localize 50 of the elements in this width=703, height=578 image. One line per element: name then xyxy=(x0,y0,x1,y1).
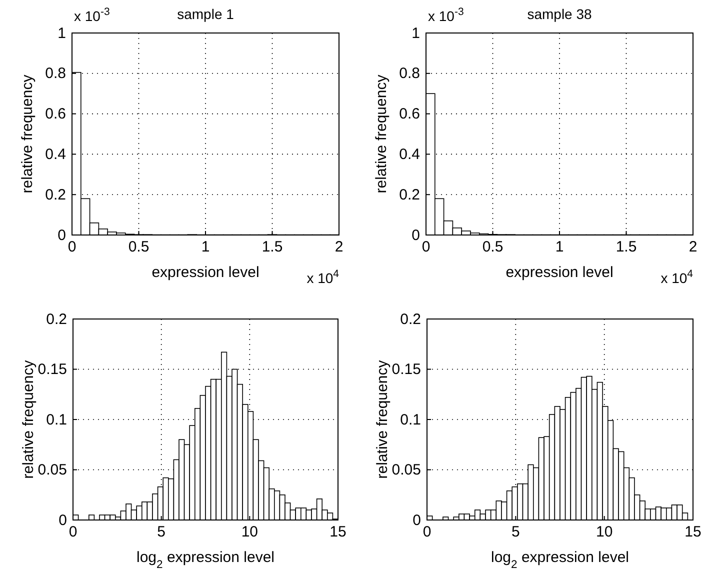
y-axis-title: relative frequency xyxy=(374,360,391,479)
y-tick-label: 0.15 xyxy=(38,361,67,378)
x-tick-label: 1.5 xyxy=(616,238,637,256)
chart-title: sample 38 xyxy=(527,6,592,22)
y-tick-label: 0 xyxy=(412,512,421,529)
y-tick-label: 0.05 xyxy=(38,462,67,479)
y-tick-label: 0.1 xyxy=(400,411,421,428)
x-tick-label: 15 xyxy=(684,524,702,541)
x-axis-title: log$_{2}$ expression level xyxy=(490,549,630,571)
x-tick-label: 10 xyxy=(596,524,613,541)
y-axis-title: relative frequency xyxy=(373,74,390,194)
y-tick-label: 0 xyxy=(412,226,420,244)
y-tick-label: 0.2 xyxy=(399,186,420,204)
x-tick-label: 1 xyxy=(201,238,210,256)
y-tick-label: 0.8 xyxy=(399,65,420,82)
y-tick-label: 0 xyxy=(58,226,66,244)
y-tick-label: 0.05 xyxy=(392,462,421,479)
x-axis-title: log$_{2}$ expression level xyxy=(136,549,275,571)
text: x 10$^{4}$ xyxy=(306,268,340,286)
y-tick-label: 1 xyxy=(412,24,420,42)
x-tick-label: 0.5 xyxy=(128,238,150,256)
x-tick-label: 2 xyxy=(334,238,344,256)
x-axis-title: expression level xyxy=(152,264,260,281)
y-tick-label: 0.4 xyxy=(399,146,420,163)
x-tick-label: 15 xyxy=(330,524,346,541)
x-tick-label: 0.5 xyxy=(482,238,504,256)
y-tick-label: 1 xyxy=(58,24,66,42)
y-tick-label: 0.6 xyxy=(45,106,66,123)
y-tick-label: 0.2 xyxy=(45,186,66,204)
x-tick-label: 5 xyxy=(511,524,520,541)
y-tick-label: 0.6 xyxy=(399,106,420,123)
chart-title: sample 1 xyxy=(177,6,234,22)
y-axis-title: relative frequency xyxy=(20,360,37,479)
x-tick-label: 1 xyxy=(555,238,564,256)
y-axis-title: relative frequency xyxy=(19,74,36,194)
text: x 10$^{-3}$ xyxy=(428,6,464,24)
x-tick-label: 5 xyxy=(157,524,166,541)
x-tick-label: 1.5 xyxy=(262,238,283,256)
x-tick-label: 10 xyxy=(241,524,258,541)
y-tick-label: 0.1 xyxy=(46,411,67,428)
y-tick-label: 0.8 xyxy=(45,65,66,82)
y-tick-label: 0 xyxy=(58,512,67,529)
y-tick-label: 0.2 xyxy=(400,310,421,328)
y-tick-label: 0.2 xyxy=(46,310,67,328)
text: x 10$^{4}$ xyxy=(660,268,694,286)
y-tick-label: 0.15 xyxy=(392,361,421,378)
x-axis-title: expression level xyxy=(506,264,614,281)
text: x 10$^{-3}$ xyxy=(74,6,110,24)
x-tick-label: 2 xyxy=(688,238,698,256)
y-tick-label: 0.4 xyxy=(45,146,66,163)
